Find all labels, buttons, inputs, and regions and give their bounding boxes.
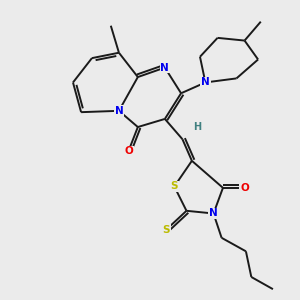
Text: S: S: [163, 225, 170, 235]
Text: S: S: [171, 182, 178, 191]
Text: N: N: [160, 63, 169, 73]
Text: N: N: [209, 208, 218, 218]
Text: H: H: [193, 122, 201, 132]
Text: N: N: [201, 77, 210, 87]
Text: N: N: [115, 106, 123, 116]
Text: O: O: [240, 183, 249, 193]
Text: O: O: [124, 146, 133, 156]
